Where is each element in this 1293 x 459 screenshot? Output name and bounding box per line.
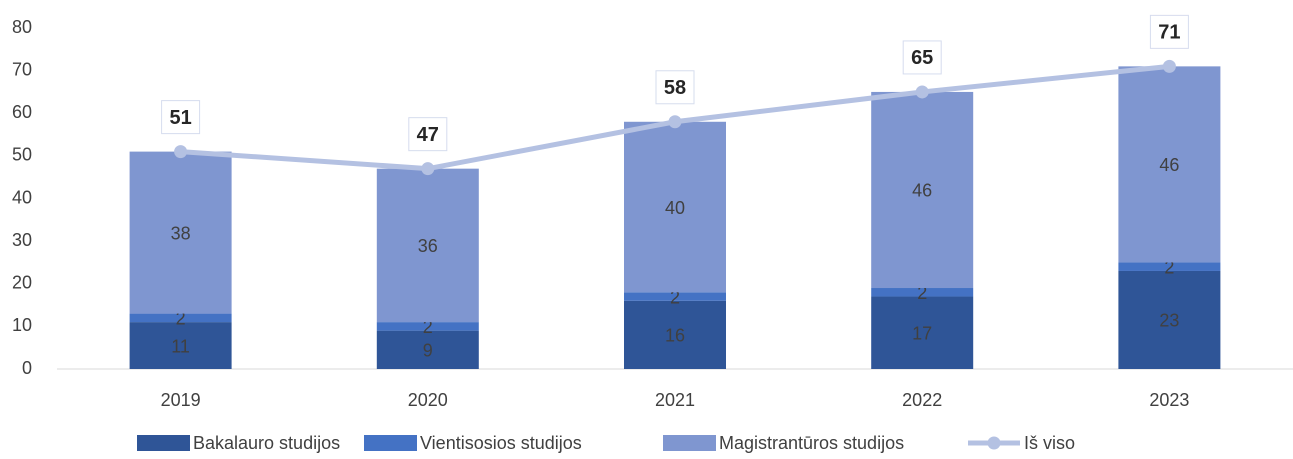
total-marker	[915, 85, 929, 99]
y-tick-label: 30	[12, 230, 32, 250]
bar-segment	[871, 288, 974, 297]
total-label: 51	[169, 107, 191, 129]
total-marker	[421, 162, 435, 176]
bar-segment	[129, 313, 232, 323]
data-label: 2	[176, 309, 186, 329]
x-tick-label: 2020	[408, 390, 448, 410]
bar-segment	[129, 322, 232, 369]
y-tick-label: 70	[12, 59, 32, 79]
total-label-box	[1149, 14, 1189, 49]
legend-label: Iš viso	[1024, 433, 1075, 453]
bar-segment	[1118, 66, 1221, 263]
legend-swatch	[137, 435, 190, 451]
total-label: 71	[1158, 22, 1180, 44]
legend-label: Magistrantūros studijos	[719, 433, 904, 453]
bar-segment	[129, 151, 232, 314]
bar-segment	[1118, 270, 1221, 369]
bar-segment	[624, 300, 726, 369]
bar-segment	[376, 168, 479, 323]
data-label: 16	[665, 326, 685, 346]
bar-segment	[871, 91, 974, 289]
x-tick-label: 2023	[1149, 390, 1189, 410]
data-label: 40	[665, 198, 685, 218]
total-label: 47	[417, 124, 439, 146]
x-tick-label: 2019	[161, 390, 201, 410]
x-tick-label: 2021	[655, 390, 695, 410]
data-label: 9	[423, 341, 433, 361]
y-tick-label: 80	[12, 17, 32, 37]
total-label: 65	[911, 47, 933, 69]
legend-label: Vientisosios studijos	[420, 433, 582, 453]
bar-segment	[376, 322, 479, 331]
total-label: 58	[664, 77, 686, 99]
y-tick-label: 60	[12, 102, 32, 122]
bar-segment	[871, 296, 974, 369]
total-label-box	[902, 40, 942, 75]
data-label: 17	[912, 324, 932, 344]
y-tick-label: 10	[12, 315, 32, 335]
legend-swatch	[364, 435, 417, 451]
y-tick-label: 40	[12, 187, 32, 207]
y-tick-label: 50	[12, 145, 32, 165]
bar-segment	[1118, 262, 1221, 271]
total-marker	[1162, 59, 1176, 73]
legend-swatch	[663, 435, 716, 451]
data-label: 2	[423, 317, 433, 337]
data-label: 36	[418, 236, 438, 256]
legend-swatch	[987, 436, 1001, 450]
data-label: 46	[912, 181, 932, 201]
total-label-box	[161, 100, 201, 135]
data-label: 11	[171, 336, 190, 356]
y-tick-label: 20	[12, 273, 32, 293]
bar-segment	[376, 330, 479, 369]
bar-segment	[624, 121, 726, 293]
data-label: 2	[1164, 257, 1174, 277]
y-tick-label: 0	[22, 358, 32, 378]
data-label: 2	[917, 283, 927, 303]
total-marker	[668, 115, 682, 129]
data-label: 2	[670, 287, 680, 307]
bar-segment	[624, 292, 726, 301]
total-marker	[174, 145, 188, 159]
x-tick-label: 2022	[902, 390, 942, 410]
data-label: 23	[1159, 311, 1179, 331]
total-label-box	[655, 70, 695, 105]
data-label: 46	[1159, 155, 1179, 175]
data-label: 38	[171, 223, 191, 243]
total-label-box	[408, 117, 448, 152]
legend-label: Bakalauro studijos	[193, 433, 340, 453]
